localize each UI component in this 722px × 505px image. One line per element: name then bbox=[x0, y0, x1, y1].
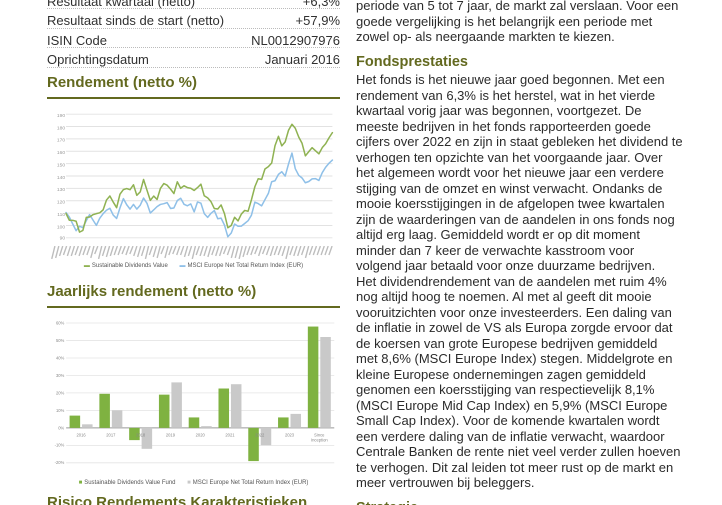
svg-text:30%: 30% bbox=[56, 373, 65, 378]
svg-text:2020: 2020 bbox=[196, 432, 206, 437]
svg-text:170: 170 bbox=[57, 138, 65, 144]
svg-text:150: 150 bbox=[57, 162, 65, 168]
svg-text:2017: 2017 bbox=[106, 432, 116, 437]
svg-text:2021: 2021 bbox=[225, 432, 235, 437]
svg-text:120: 120 bbox=[57, 200, 65, 206]
svg-text:Inception: Inception bbox=[311, 437, 328, 442]
svg-text:2016: 2016 bbox=[77, 432, 87, 437]
svg-text:160: 160 bbox=[57, 150, 65, 156]
svg-text:50%: 50% bbox=[56, 338, 65, 343]
svg-text:190: 190 bbox=[57, 113, 65, 119]
svg-text:180: 180 bbox=[57, 125, 65, 131]
svg-text:130: 130 bbox=[57, 187, 65, 193]
svg-text:0%: 0% bbox=[58, 425, 64, 430]
svg-text:20%: 20% bbox=[56, 390, 65, 395]
svg-text:-10%: -10% bbox=[55, 443, 65, 448]
svg-text:2019: 2019 bbox=[166, 432, 176, 437]
svg-text:2022: 2022 bbox=[255, 432, 265, 437]
svg-text:100: 100 bbox=[57, 224, 65, 230]
svg-text:110: 110 bbox=[57, 212, 65, 218]
svg-text:60%: 60% bbox=[56, 320, 65, 325]
svg-text:-20%: -20% bbox=[55, 460, 65, 464]
svg-text:90: 90 bbox=[60, 236, 66, 241]
svg-text:2023: 2023 bbox=[285, 432, 295, 437]
svg-text:10%: 10% bbox=[56, 408, 65, 413]
svg-text:140: 140 bbox=[57, 175, 65, 181]
svg-text:2018: 2018 bbox=[136, 432, 146, 437]
svg-text:40%: 40% bbox=[56, 355, 65, 360]
